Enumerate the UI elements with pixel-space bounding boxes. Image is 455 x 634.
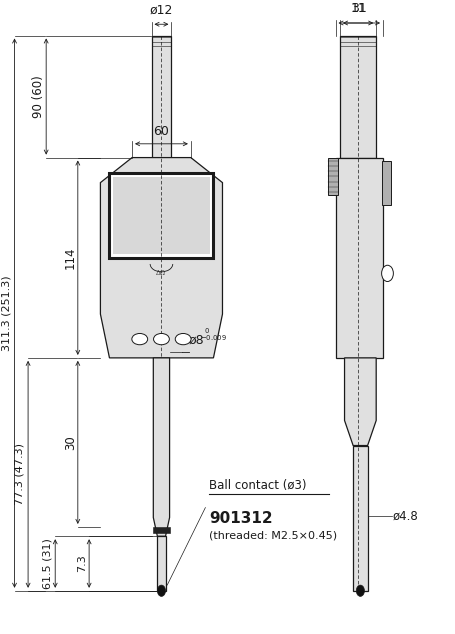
Bar xyxy=(157,536,165,591)
Text: Ball contact (ø3): Ball contact (ø3) xyxy=(208,479,306,493)
Text: $^{\ \ 0}_{-0.009}$: $^{\ \ 0}_{-0.009}$ xyxy=(199,326,226,343)
Bar xyxy=(339,36,375,158)
Polygon shape xyxy=(100,158,222,358)
Bar xyxy=(113,177,209,254)
Text: ø12: ø12 xyxy=(149,4,173,16)
Text: 90 (60): 90 (60) xyxy=(32,75,46,118)
Text: 311.3 (251.3): 311.3 (251.3) xyxy=(1,275,11,351)
Text: 77.3 (47.3): 77.3 (47.3) xyxy=(14,443,24,505)
Circle shape xyxy=(157,585,165,597)
Text: 30: 30 xyxy=(64,435,77,450)
Bar xyxy=(153,527,169,533)
Text: ø8: ø8 xyxy=(188,333,204,347)
Polygon shape xyxy=(344,358,375,446)
Ellipse shape xyxy=(175,333,191,345)
Text: ΔΩ: ΔΩ xyxy=(156,270,166,276)
Text: 7.3: 7.3 xyxy=(77,555,87,573)
Text: 114: 114 xyxy=(64,247,77,269)
Polygon shape xyxy=(153,358,169,536)
Ellipse shape xyxy=(153,333,169,345)
Text: 61.5 (31): 61.5 (31) xyxy=(42,538,52,589)
Text: ø4.8: ø4.8 xyxy=(392,509,418,522)
Circle shape xyxy=(381,265,393,281)
Bar xyxy=(335,158,382,358)
Text: 60: 60 xyxy=(153,124,169,138)
Bar xyxy=(151,36,171,158)
Text: 31: 31 xyxy=(351,3,366,15)
Bar xyxy=(352,446,367,591)
Bar xyxy=(327,158,337,195)
Text: (threaded: M2.5×0.45): (threaded: M2.5×0.45) xyxy=(208,530,336,540)
Bar xyxy=(109,173,213,258)
Ellipse shape xyxy=(131,333,147,345)
Bar xyxy=(381,160,390,205)
Circle shape xyxy=(355,585,364,597)
Text: 11: 11 xyxy=(349,3,365,15)
Text: 901312: 901312 xyxy=(208,511,272,526)
